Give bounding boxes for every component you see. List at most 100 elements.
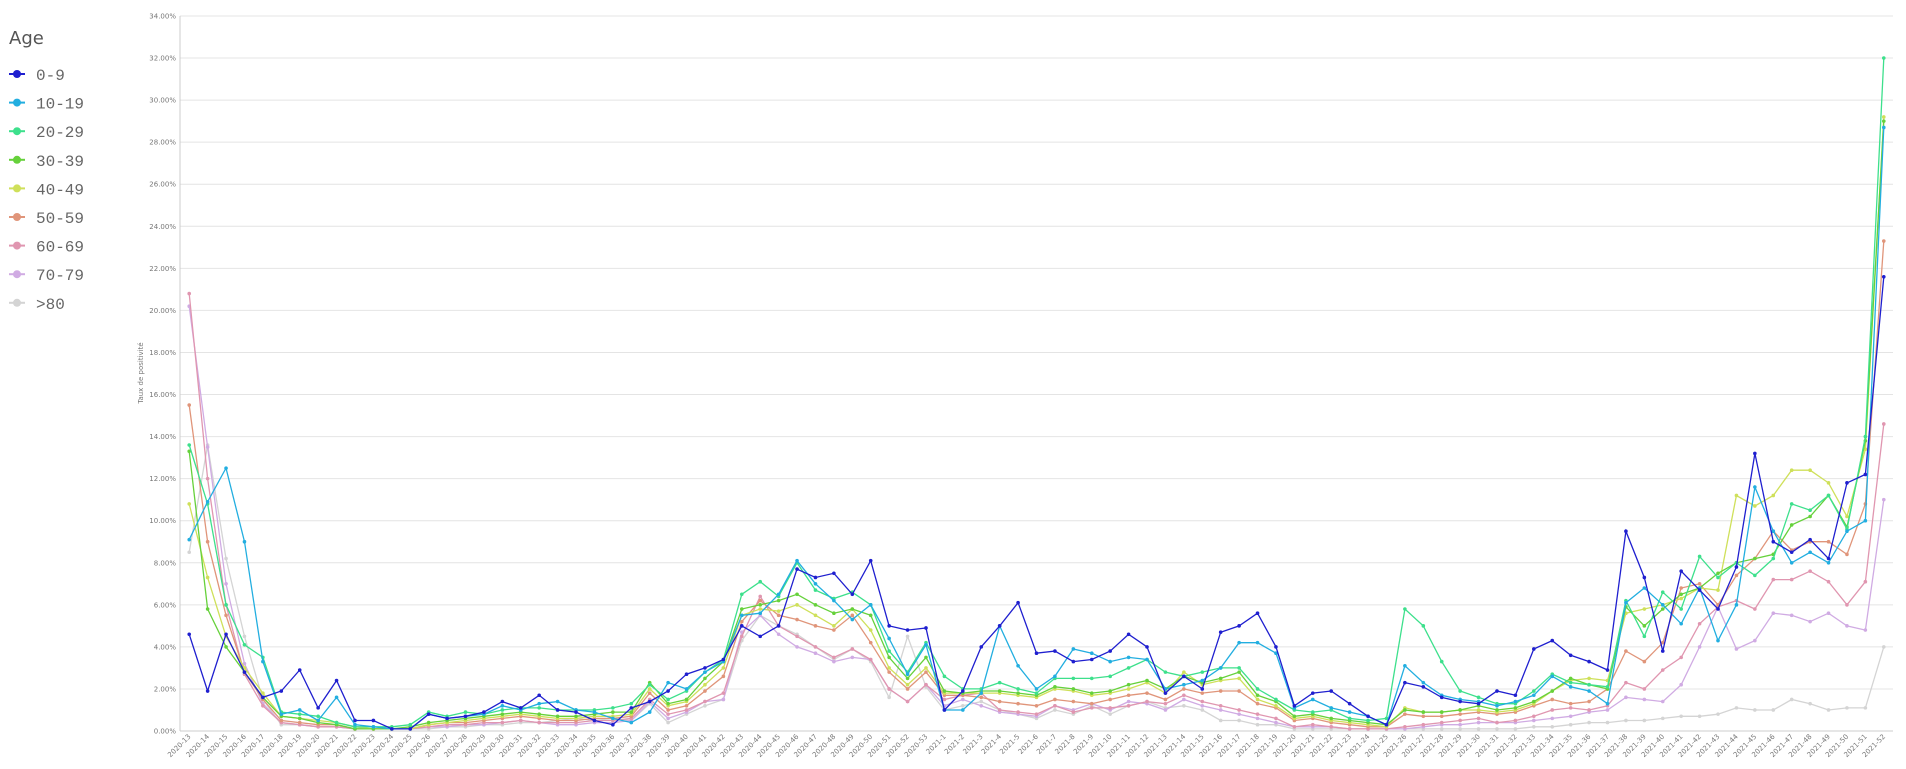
legend-item[interactable]: 30-39 [9,153,84,171]
data-point [1237,712,1241,716]
data-point [1789,697,1794,702]
data-point [297,668,302,672]
data-point [1845,706,1849,710]
data-point [1513,699,1518,704]
data-point [242,539,247,544]
data-point [1237,676,1241,681]
data-point [1163,670,1168,674]
data-point [1495,689,1499,693]
data-point [703,699,707,704]
data-point [1605,668,1610,672]
data-point [1163,701,1168,706]
data-point [279,718,284,723]
data-point [574,714,578,719]
data-point [463,710,468,714]
data-point [758,634,763,639]
data-point [1421,710,1426,714]
data-point [684,697,689,702]
data-point [1863,518,1868,523]
data-point [279,712,284,716]
data-point [1587,689,1591,693]
data-point [1476,716,1481,721]
data-point [1568,701,1573,706]
data-point [1403,680,1407,685]
y-tick-label: 6.00% [154,601,177,609]
data-point [205,575,210,580]
data-point [1310,710,1315,714]
data-point [1182,687,1186,691]
data-point [1274,703,1278,708]
data-point [1495,720,1499,725]
data-point [776,592,781,597]
data-point [1863,706,1868,710]
y-tick-label: 2.00% [154,685,177,693]
data-point [224,645,228,649]
data-point [445,716,449,721]
data-point [1660,603,1665,607]
data-point [1237,708,1241,712]
data-point [1863,447,1868,452]
data-point [1753,573,1757,578]
data-point [1753,708,1757,712]
data-point [1642,624,1647,628]
data-point [1550,689,1555,693]
data-point [721,691,726,695]
data-point [979,645,984,649]
data-point [776,609,781,613]
data-point [1826,539,1831,544]
data-point [297,716,302,721]
data-point [1421,714,1426,719]
data-point [1108,659,1112,664]
legend-item[interactable]: 0-9 [9,67,65,85]
data-point [1034,687,1039,691]
data-point [1660,649,1665,653]
data-point [205,499,210,504]
data-point [1716,575,1720,580]
data-point [1458,727,1462,731]
data-point [1034,691,1039,695]
data-point [850,655,855,660]
data-point [1495,708,1499,712]
data-point [500,712,505,716]
data-point [1863,579,1868,584]
data-point [1347,701,1352,706]
data-point [1476,695,1481,700]
legend-title: Age [9,28,44,49]
data-point [942,674,947,679]
data-point [187,537,192,542]
legend-item[interactable]: 10-19 [9,96,84,114]
data-point [647,682,652,687]
legend-item[interactable]: 60-69 [9,239,84,257]
data-point [1642,659,1647,664]
legend-marker [13,270,21,279]
data-point [555,708,560,712]
data-point [537,693,541,698]
data-point [997,699,1002,704]
data-point [334,678,339,683]
legend-item[interactable]: 50-59 [9,210,84,228]
data-point [795,567,799,571]
data-point [1053,674,1057,679]
data-point [297,708,302,712]
data-point [1108,689,1112,693]
data-point [1016,687,1020,691]
data-point [887,655,891,660]
legend-item[interactable]: 70-79 [9,267,84,285]
data-point [961,689,965,693]
legend-item[interactable]: 20-29 [9,124,84,142]
data-point [979,703,984,708]
data-point [684,708,689,712]
data-point [1108,706,1112,710]
data-point [1292,724,1297,729]
data-point [1881,422,1886,426]
legend-item[interactable]: >80 [9,296,65,314]
data-point [1126,703,1131,708]
data-point [316,714,320,719]
legend-label: 20-29 [36,124,84,142]
data-point [1605,685,1610,689]
data-point [1660,607,1665,611]
data-point [1163,691,1168,695]
data-point [1255,716,1260,721]
data-point [832,628,836,632]
legend-item[interactable]: 40-49 [9,181,84,199]
